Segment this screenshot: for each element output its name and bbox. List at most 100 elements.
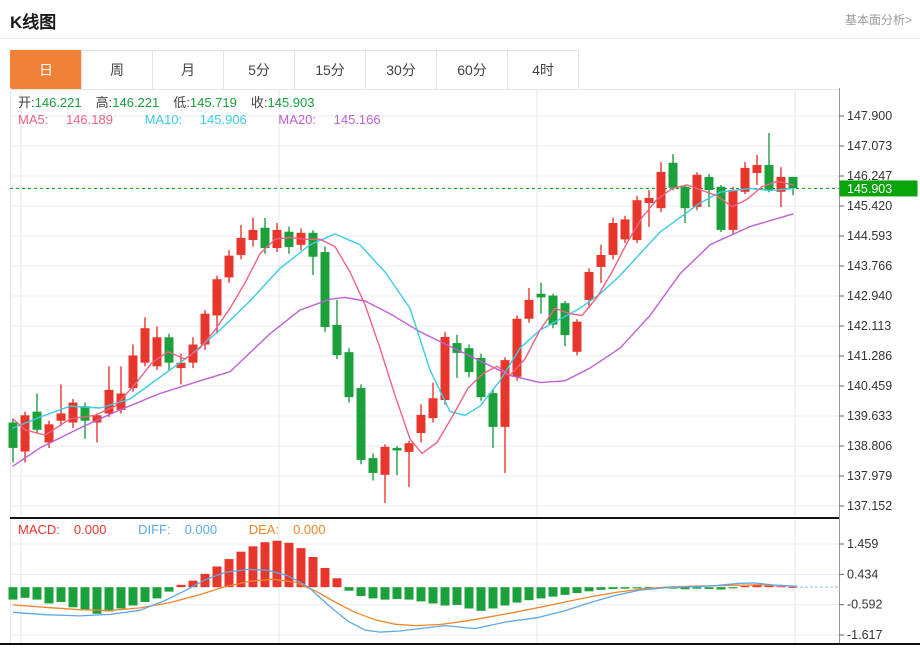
candle-body-down	[344, 352, 354, 398]
main-axis-label: 146.247	[847, 169, 892, 183]
candle-body-up	[176, 362, 186, 369]
candle-body-up	[752, 164, 762, 173]
main-axis-label: 144.593	[847, 229, 892, 243]
macd-bar-positive	[284, 542, 294, 588]
candle-body-down	[284, 231, 294, 247]
candle	[356, 384, 366, 465]
candle-body-up	[692, 174, 702, 208]
header-divider	[0, 38, 920, 39]
candle-body-up	[212, 279, 222, 316]
candle	[416, 404, 426, 443]
candle	[680, 184, 690, 224]
macd-bar-negative	[140, 587, 150, 602]
candle	[308, 230, 318, 275]
candle	[752, 154, 762, 185]
candle	[116, 366, 126, 414]
candle	[368, 453, 378, 481]
macd-bar-negative	[20, 587, 30, 598]
macd-bar-negative	[92, 587, 102, 614]
candle	[176, 353, 186, 385]
tab-m60[interactable]: 60分	[436, 50, 508, 90]
candle	[284, 226, 294, 254]
candle-body-up	[20, 415, 30, 452]
macd-bar-positive	[236, 551, 246, 588]
candle	[20, 411, 30, 463]
candle	[68, 398, 78, 428]
candle-body-up	[620, 219, 630, 240]
candle	[632, 195, 642, 243]
macd-bar-negative	[44, 587, 54, 604]
macd-bar-negative	[404, 587, 414, 600]
macd-bar-negative	[560, 587, 570, 595]
candle	[332, 299, 342, 360]
candle-body-up	[500, 360, 510, 427]
candle	[656, 162, 666, 213]
macd-bar-negative	[536, 587, 546, 599]
candle-body-up	[404, 443, 414, 452]
candle	[212, 275, 222, 334]
candle-body-up	[128, 355, 138, 389]
macd-bar-negative	[464, 587, 474, 609]
current-price-tag: 145.903	[839, 180, 918, 197]
macd-bar-positive	[332, 578, 342, 588]
candle	[788, 176, 798, 196]
tab-month[interactable]: 月	[152, 50, 224, 90]
header: K线图 基本面分析>	[0, 0, 920, 38]
candle-body-up	[656, 171, 666, 209]
macd-bar-positive	[776, 586, 786, 588]
main-axis-label: 143.766	[847, 259, 892, 273]
candle-body-up	[236, 237, 246, 255]
macd-bar-positive	[752, 585, 762, 588]
candle-body-up	[644, 197, 654, 204]
candle-body-up	[632, 200, 642, 241]
candle-body-up	[224, 255, 234, 278]
macd-bar-positive	[272, 540, 282, 588]
macd-axis-label: 1.459	[847, 537, 878, 551]
macd-bar-positive	[308, 556, 318, 588]
main-axis-label: 142.113	[847, 319, 891, 333]
candle	[140, 317, 150, 367]
main-axis-label: 137.979	[847, 469, 892, 483]
tab-day[interactable]: 日	[10, 50, 82, 90]
candle-body-down	[668, 162, 678, 188]
candle	[536, 282, 546, 314]
candle	[464, 344, 474, 378]
candle	[572, 319, 582, 356]
tab-m30[interactable]: 30分	[365, 50, 437, 90]
main-axis-label: 142.940	[847, 289, 892, 303]
candle-body-down	[764, 164, 774, 191]
price-tag-background	[839, 180, 918, 197]
tab-m15[interactable]: 15分	[294, 50, 366, 90]
tab-m5[interactable]: 5分	[223, 50, 295, 90]
candle-body-up	[524, 299, 534, 319]
macd-bar-negative	[32, 587, 42, 600]
tab-week[interactable]: 周	[81, 50, 153, 90]
macd-bar-negative	[632, 587, 642, 589]
candle	[260, 217, 270, 254]
diff-line	[12, 568, 798, 633]
macd-bar-negative	[500, 587, 510, 606]
candle	[488, 389, 498, 448]
candle	[704, 174, 714, 208]
candle-body-up	[728, 190, 738, 230]
macd-bar-negative	[392, 587, 402, 600]
candle-body-up	[608, 223, 618, 255]
main-axis-label: 137.152	[847, 499, 892, 513]
fundamental-analysis-link[interactable]: 基本面分析>	[844, 13, 912, 27]
macd-bar-negative	[356, 587, 366, 597]
candle-body-down	[704, 176, 714, 191]
macd-bar-negative	[608, 587, 618, 589]
candle-body-down	[536, 293, 546, 298]
candle	[776, 167, 786, 208]
candle-body-up	[68, 402, 78, 423]
macd-bar-negative	[620, 587, 630, 589]
candle-body-down	[260, 227, 270, 249]
candle	[56, 384, 66, 427]
tab-h4[interactable]: 4时	[507, 50, 579, 90]
macd-bar-negative	[380, 587, 390, 600]
candle-body-down	[32, 411, 42, 430]
ma10-line	[12, 187, 794, 429]
page-title: K线图	[10, 13, 57, 32]
candle	[608, 217, 618, 260]
